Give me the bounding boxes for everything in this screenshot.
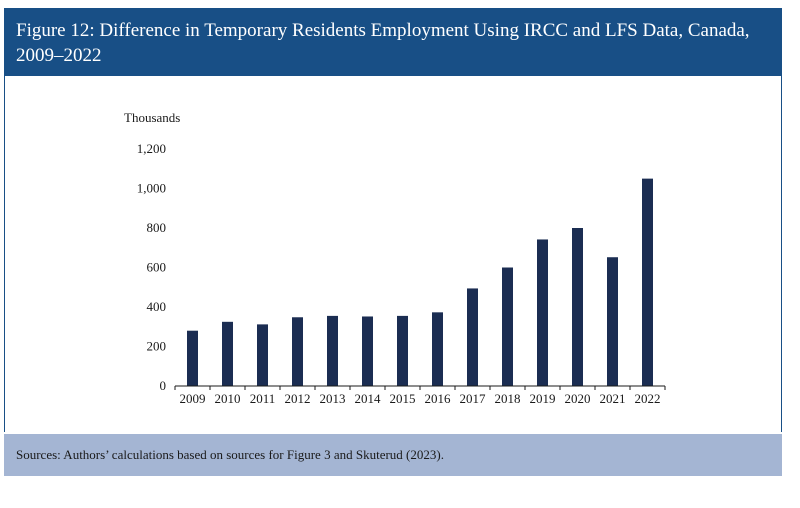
figure-title: Figure 12: Difference in Temporary Resid…	[16, 20, 750, 66]
x-tick-label: 2011	[250, 391, 276, 406]
x-tick-label: 2020	[565, 391, 591, 406]
x-axis: 2009 2010 2011 2012 2013 2014 2015 2016 2017 2018…	[174, 385, 666, 406]
x-tick-label: 2018	[495, 391, 521, 406]
y-axis-label: Thousands	[124, 110, 180, 125]
bar-2009	[187, 330, 198, 386]
figure-frame: Figure 12: Difference in Temporary Resid…	[4, 8, 782, 476]
x-tick-label: 2009	[180, 391, 206, 406]
x-tick-label: 2017	[460, 391, 487, 406]
bar-2019	[537, 239, 548, 386]
y-axis: 0 200 400 600 800 1,000 1,200	[137, 141, 166, 393]
bar-2022	[642, 178, 653, 386]
y-tick-label: 600	[147, 260, 167, 275]
x-tick-label: 2012	[285, 391, 311, 406]
x-tick-label: 2019	[530, 391, 556, 406]
figure-title-bar: Figure 12: Difference in Temporary Resid…	[4, 8, 782, 76]
bar-2017	[467, 288, 478, 386]
bar-2013	[327, 315, 338, 386]
x-tick-label: 2010	[215, 391, 241, 406]
bar-2015	[397, 315, 408, 386]
y-tick-label: 1,200	[137, 141, 166, 156]
bar-2011	[257, 324, 268, 386]
x-tick-label: 2014	[355, 391, 382, 406]
bar-2012	[292, 317, 303, 386]
bar-2016	[432, 312, 443, 386]
x-tick-label: 2015	[390, 391, 416, 406]
sources-bar: Sources: Authors’ calculations based on …	[4, 434, 782, 476]
x-tick-label: 2013	[320, 391, 346, 406]
y-tick-label: 200	[147, 339, 167, 354]
y-tick-label: 0	[160, 378, 167, 393]
bar-2018	[502, 267, 513, 386]
y-tick-label: 1,000	[137, 181, 166, 196]
plot-area: Thousands 0 200 400 600 800 1,000 1,200 2009 20…	[4, 76, 782, 432]
bar-2020	[572, 228, 583, 386]
x-tick-label: 2022	[635, 391, 661, 406]
x-tick-label: 2021	[600, 391, 626, 406]
bar-2014	[362, 316, 373, 386]
y-tick-label: 800	[147, 220, 167, 235]
y-tick-label: 400	[147, 299, 167, 314]
x-tick-label: 2016	[425, 391, 452, 406]
bar-2010	[222, 321, 233, 386]
sources-note: Sources: Authors’ calculations based on …	[16, 447, 444, 462]
bar-2021	[607, 257, 618, 386]
bar-series	[187, 178, 653, 386]
